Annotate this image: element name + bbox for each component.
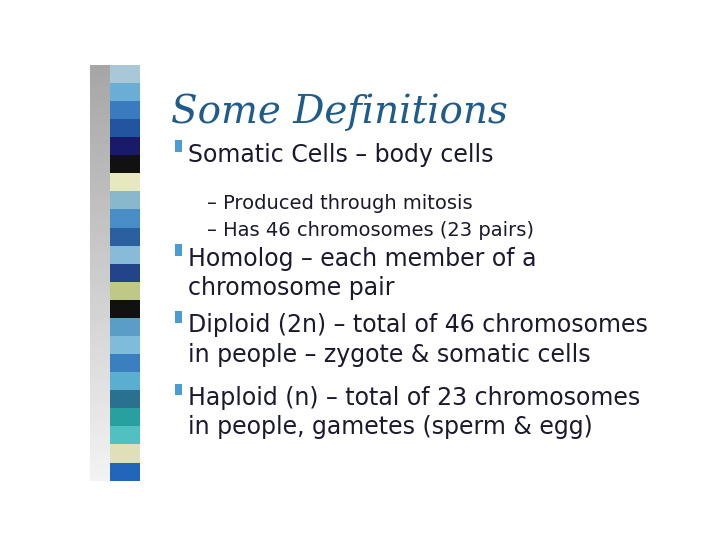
Bar: [175, 245, 182, 256]
Bar: [109, 65, 140, 83]
Text: Homolog – each member of a
chromosome pair: Homolog – each member of a chromosome pa…: [188, 246, 536, 300]
Bar: [109, 264, 140, 282]
Bar: [109, 137, 140, 155]
Bar: [109, 83, 140, 101]
Bar: [109, 173, 140, 191]
Bar: [109, 390, 140, 408]
Bar: [109, 408, 140, 427]
Bar: [109, 318, 140, 336]
Bar: [175, 311, 182, 322]
Bar: [109, 210, 140, 227]
Text: – Produced through mitosis: – Produced through mitosis: [207, 194, 473, 213]
Bar: [109, 227, 140, 246]
Bar: [109, 372, 140, 390]
Bar: [109, 155, 140, 173]
Bar: [109, 354, 140, 372]
Bar: [175, 140, 182, 152]
Text: Haploid (n) – total of 23 chromosomes
in people, gametes (sperm & egg): Haploid (n) – total of 23 chromosomes in…: [188, 386, 640, 440]
Bar: [109, 191, 140, 210]
Bar: [109, 119, 140, 137]
Bar: [175, 384, 182, 395]
Text: Somatic Cells – body cells: Somatic Cells – body cells: [188, 143, 493, 166]
Text: Some Definitions: Some Definitions: [171, 94, 508, 131]
Bar: [109, 336, 140, 354]
Text: Diploid (2n) – total of 46 chromosomes
in people – zygote & somatic cells: Diploid (2n) – total of 46 chromosomes i…: [188, 313, 647, 367]
Text: – Has 46 chromosomes (23 pairs): – Has 46 chromosomes (23 pairs): [207, 221, 534, 240]
Bar: [109, 444, 140, 463]
Bar: [109, 282, 140, 300]
Bar: [109, 246, 140, 264]
Bar: [109, 463, 140, 481]
Bar: [109, 300, 140, 318]
Bar: [109, 427, 140, 444]
Bar: [109, 101, 140, 119]
